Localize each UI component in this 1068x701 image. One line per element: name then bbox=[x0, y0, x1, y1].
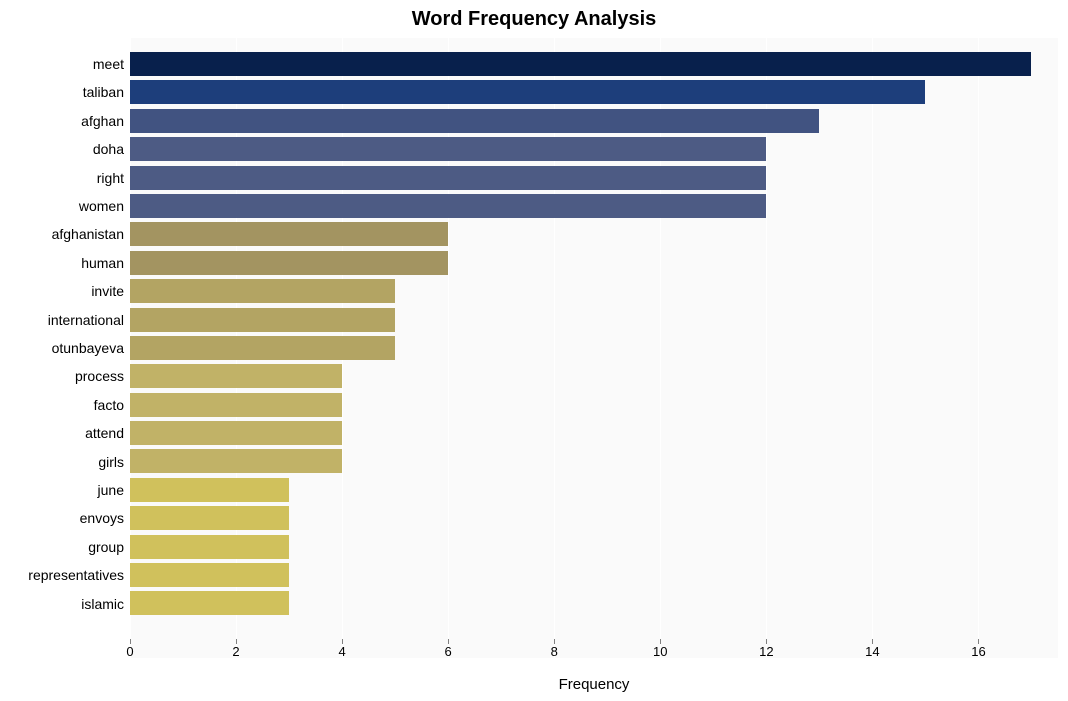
y-tick-label: women bbox=[79, 192, 124, 220]
bar-row bbox=[130, 78, 1058, 106]
bar-row bbox=[130, 589, 1058, 617]
bar bbox=[130, 336, 395, 360]
bar bbox=[130, 449, 342, 473]
bar bbox=[130, 364, 342, 388]
chart-container: Word Frequency Analysis meettalibanafgha… bbox=[0, 0, 1068, 701]
y-tick-label: right bbox=[97, 164, 124, 192]
bar bbox=[130, 308, 395, 332]
y-tick-label: girls bbox=[98, 448, 124, 476]
y-tick-label: meet bbox=[93, 50, 124, 78]
bar bbox=[130, 421, 342, 445]
bars-holder bbox=[130, 50, 1058, 618]
chart-title: Word Frequency Analysis bbox=[0, 8, 1068, 31]
bar bbox=[130, 506, 289, 530]
y-tick-label: taliban bbox=[83, 78, 124, 106]
x-tick-label: 10 bbox=[653, 644, 667, 659]
bar-row bbox=[130, 561, 1058, 589]
y-tick-label: process bbox=[75, 362, 124, 390]
bar-row bbox=[130, 391, 1058, 419]
bar-row bbox=[130, 277, 1058, 305]
bar bbox=[130, 535, 289, 559]
bar-row bbox=[130, 362, 1058, 390]
bar bbox=[130, 109, 819, 133]
x-tick-label: 14 bbox=[865, 644, 879, 659]
x-tick-label: 6 bbox=[445, 644, 452, 659]
bar-row bbox=[130, 220, 1058, 248]
bar-row bbox=[130, 334, 1058, 362]
y-tick-label: doha bbox=[93, 135, 124, 163]
x-tick-label: 0 bbox=[126, 644, 133, 659]
bar bbox=[130, 222, 448, 246]
bar-row bbox=[130, 504, 1058, 532]
bar bbox=[130, 279, 395, 303]
y-tick-label: envoys bbox=[80, 504, 124, 532]
bar bbox=[130, 194, 766, 218]
bar-row bbox=[130, 192, 1058, 220]
bar bbox=[130, 591, 289, 615]
bar-row bbox=[130, 164, 1058, 192]
x-tick-label: 4 bbox=[338, 644, 345, 659]
bar-row bbox=[130, 50, 1058, 78]
y-tick-label: group bbox=[88, 533, 124, 561]
y-tick-label: otunbayeva bbox=[52, 334, 124, 362]
y-tick-label: june bbox=[98, 476, 124, 504]
bar-row bbox=[130, 476, 1058, 504]
x-tick-label: 12 bbox=[759, 644, 773, 659]
bar bbox=[130, 478, 289, 502]
bar bbox=[130, 393, 342, 417]
x-tick-label: 16 bbox=[971, 644, 985, 659]
bar bbox=[130, 52, 1031, 76]
plot-area bbox=[130, 38, 1058, 658]
y-tick-label: attend bbox=[85, 419, 124, 447]
y-tick-label: facto bbox=[94, 391, 124, 419]
bar bbox=[130, 563, 289, 587]
bar-row bbox=[130, 533, 1058, 561]
bar bbox=[130, 166, 766, 190]
x-axis-title: Frequency bbox=[130, 676, 1058, 693]
y-tick-label: invite bbox=[91, 277, 124, 305]
y-tick-label: afghan bbox=[81, 107, 124, 135]
bar-row bbox=[130, 306, 1058, 334]
y-tick-label: international bbox=[48, 306, 124, 334]
bar bbox=[130, 137, 766, 161]
y-tick-label: human bbox=[81, 249, 124, 277]
bar-row bbox=[130, 249, 1058, 277]
x-tick-label: 8 bbox=[551, 644, 558, 659]
y-tick-label: afghanistan bbox=[52, 220, 124, 248]
bar-row bbox=[130, 107, 1058, 135]
bar bbox=[130, 251, 448, 275]
bar-row bbox=[130, 447, 1058, 475]
bar-row bbox=[130, 135, 1058, 163]
bar-row bbox=[130, 419, 1058, 447]
bar bbox=[130, 80, 925, 104]
y-tick-label: islamic bbox=[81, 590, 124, 618]
y-tick-label: representatives bbox=[28, 561, 124, 589]
x-tick-label: 2 bbox=[232, 644, 239, 659]
